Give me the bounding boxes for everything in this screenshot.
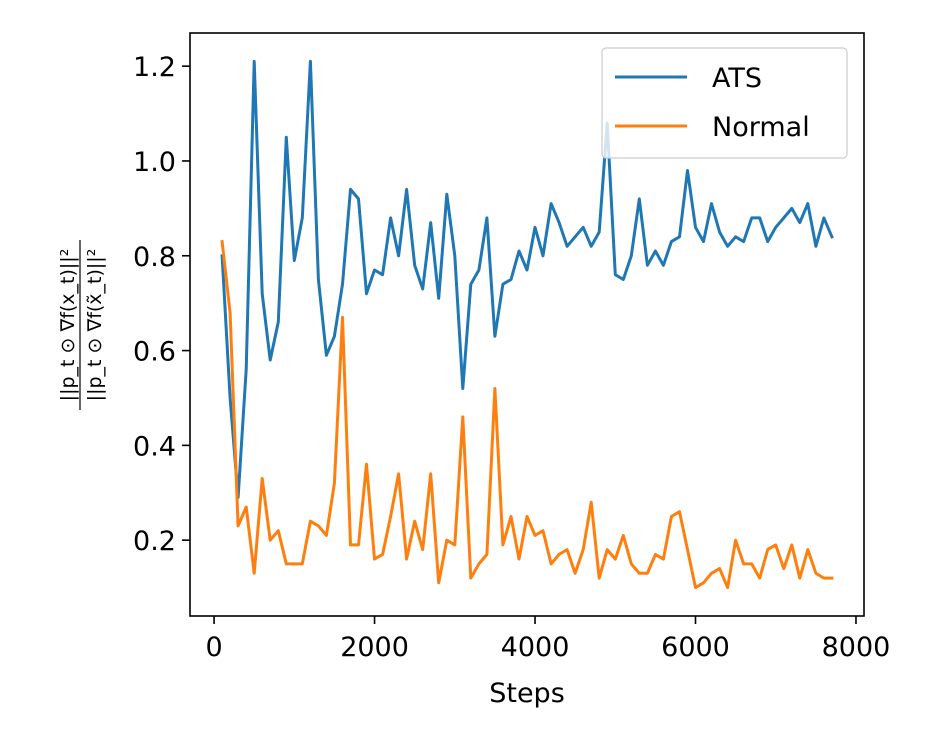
y-tick-label: 0.6 (133, 337, 176, 368)
y-axis-title-numerator: ||p_t ⊙ ∇f(x_t)||² (57, 249, 79, 402)
series-line-normal (220, 239, 834, 590)
y-tick-label: 0.2 (133, 526, 176, 557)
y-axis: 0.2 0.4 0.6 0.8 1.0 1.2 (133, 52, 190, 557)
x-tick-label: 6000 (661, 632, 730, 663)
legend-label-normal: Normal (712, 112, 810, 143)
series-line-ats (220, 59, 834, 499)
series-layer (220, 59, 834, 590)
y-axis-title-denominator: ||p_t ⊙ ∇f(x̃_t)||² (84, 249, 106, 402)
x-tick-label: 8000 (822, 632, 891, 663)
legend: ATS Normal (601, 47, 848, 159)
y-tick-label: 1.0 (133, 147, 176, 178)
y-tick-label: 0.4 (133, 431, 176, 462)
y-tick-label: 1.2 (133, 52, 176, 83)
plot-frame (189, 32, 865, 617)
y-tick-label: 0.8 (133, 242, 176, 273)
y-axis-title: ||p_t ⊙ ∇f(x_t)||² ||p_t ⊙ ∇f(x̃_t)||² (57, 240, 106, 410)
x-tick-label: 2000 (340, 632, 409, 663)
x-tick-label: 4000 (501, 632, 570, 663)
legend-label-ats: ATS (712, 63, 762, 94)
x-axis-title: Steps (489, 678, 565, 709)
x-axis: 0 2000 4000 6000 8000 (205, 616, 890, 663)
x-tick-label: 0 (205, 632, 222, 663)
